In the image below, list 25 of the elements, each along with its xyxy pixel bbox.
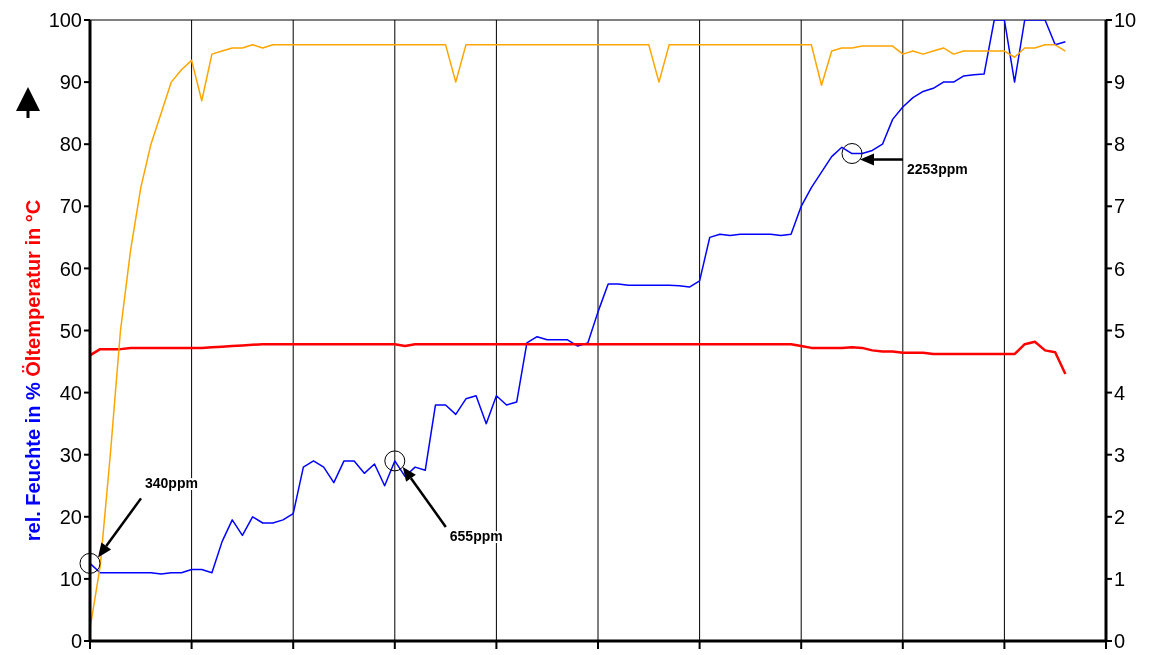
y-tick-label: 80 [59,133,82,156]
y-tick-label: 90 [59,71,82,94]
y-tick-label: 30 [59,443,82,466]
y2-tick-label: 0 [1114,630,1126,653]
y-tick-label: 100 [48,9,82,32]
y-tick-label: 20 [59,505,82,528]
text: rel. Feuchte in % [22,382,44,542]
y2-tick-label: 3 [1114,443,1126,466]
y2-tick-label: 6 [1114,257,1126,280]
y2-tick-label: 8 [1114,133,1126,156]
y2-tick-label: 2 [1114,505,1126,528]
annotation: 2253ppm [907,160,968,177]
y2-tick-label: 1 [1114,568,1126,590]
y2-tick-label: 9 [1114,71,1126,94]
y-tick-label: 0 [70,630,82,653]
y2-tick-label: 10 [1114,9,1137,32]
y-tick-label: 70 [59,195,82,218]
y2-tick-label: 5 [1114,319,1126,342]
y-tick-label: 40 [59,381,82,404]
y-tick-label: 50 [59,319,82,342]
y-tick-label: 60 [59,257,82,280]
y-tick-label: 10 [59,568,82,590]
y2-tick-label: 4 [1114,381,1126,404]
text: Öltemperatur in °C [22,199,44,383]
y2-tick-label: 7 [1114,195,1126,218]
